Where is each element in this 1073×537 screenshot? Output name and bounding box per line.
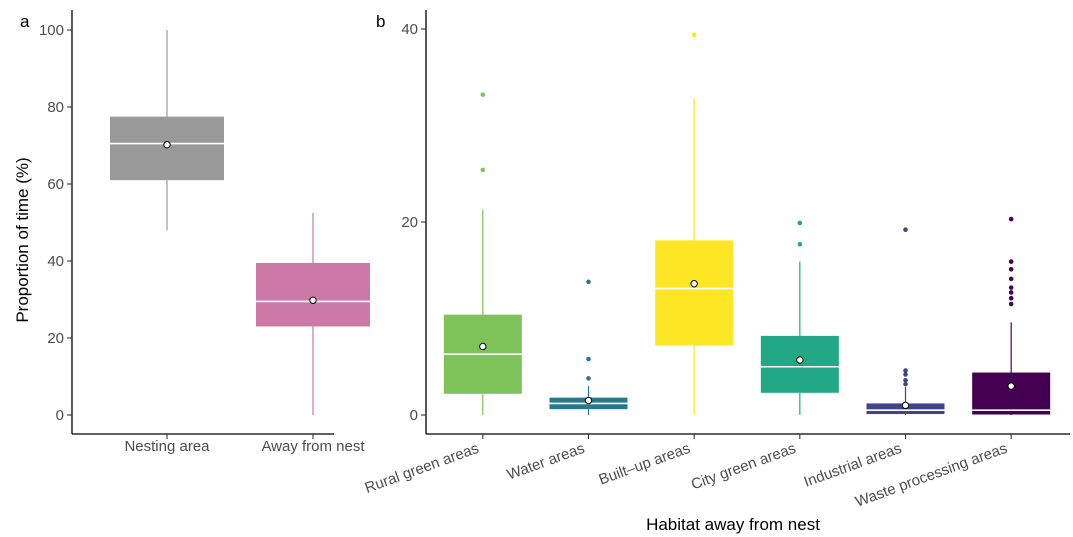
panel-a-letter: a xyxy=(20,12,30,31)
x-tick-label: Away from nest xyxy=(261,438,365,455)
panel-b-letter: b xyxy=(376,12,385,31)
outlier-point xyxy=(903,377,908,383)
y-tick-label: 60 xyxy=(47,176,64,193)
box-plot-1 xyxy=(256,212,370,415)
outlier-point xyxy=(1008,259,1014,264)
mean-marker xyxy=(690,280,698,288)
x-tick-label: Nesting area xyxy=(124,438,210,455)
outlier-point xyxy=(1008,276,1014,282)
outlier-point xyxy=(480,92,486,97)
mean-marker xyxy=(796,356,804,364)
outlier-point xyxy=(1008,295,1014,301)
outlier-point xyxy=(903,381,908,387)
outlier-point xyxy=(480,167,486,173)
y-tick-label: 0 xyxy=(56,407,64,424)
panel-a: 0 20 40 60 80 100 Nesting area Away from nest xyxy=(39,10,370,455)
box-plot-0 xyxy=(443,92,522,415)
panel-b: 0 20 40 Rural green areas Water areas Built–u… xyxy=(363,10,1070,511)
outlier-point xyxy=(586,376,591,381)
x-tick-label: Rural green areas xyxy=(363,440,482,497)
outlier-point xyxy=(903,368,908,373)
outlier-point xyxy=(797,241,803,247)
outlier-point xyxy=(1008,285,1014,290)
mean-marker xyxy=(163,141,171,149)
outlier-point xyxy=(586,279,591,285)
box-plot-4 xyxy=(866,227,945,415)
box-plot-2 xyxy=(655,32,734,415)
outlier-point xyxy=(1008,266,1014,272)
outlier-point xyxy=(1008,290,1014,295)
box xyxy=(256,262,370,327)
outlier-point xyxy=(1008,301,1014,307)
box xyxy=(655,240,734,346)
x-tick-label: City green areas xyxy=(689,440,798,494)
x-axis-title: Habitat away from nest xyxy=(646,515,820,534)
y-tick-label: 40 xyxy=(47,253,64,270)
outlier-point xyxy=(586,356,591,362)
mean-marker xyxy=(479,342,487,351)
y-tick-label: 80 xyxy=(47,99,64,116)
box-plot-0 xyxy=(110,30,224,231)
box-plot-5 xyxy=(972,216,1051,415)
x-tick-label: Water areas xyxy=(505,440,587,484)
outlier-point xyxy=(903,372,908,377)
mean-marker xyxy=(1007,382,1015,390)
box xyxy=(760,335,839,393)
outlier-point xyxy=(1008,216,1014,222)
outlier-point xyxy=(797,220,803,226)
mean-marker xyxy=(584,396,593,405)
y-tick-label: 40 xyxy=(401,21,418,38)
box-plot-1 xyxy=(549,279,628,415)
outlier-point xyxy=(903,227,908,233)
box-plot-3 xyxy=(760,220,839,415)
box xyxy=(972,372,1051,415)
outlier-point xyxy=(691,32,697,38)
y-tick-label: 0 xyxy=(410,407,418,424)
y-tick-label: 20 xyxy=(47,330,64,347)
mean-marker xyxy=(901,401,910,410)
y-axis-title: Proportion of time (%) xyxy=(13,157,32,322)
y-tick-label: 100 xyxy=(39,22,64,39)
mean-marker xyxy=(309,296,317,304)
y-tick-label: 20 xyxy=(401,214,418,231)
x-tick-label: Built–up areas xyxy=(597,440,693,489)
